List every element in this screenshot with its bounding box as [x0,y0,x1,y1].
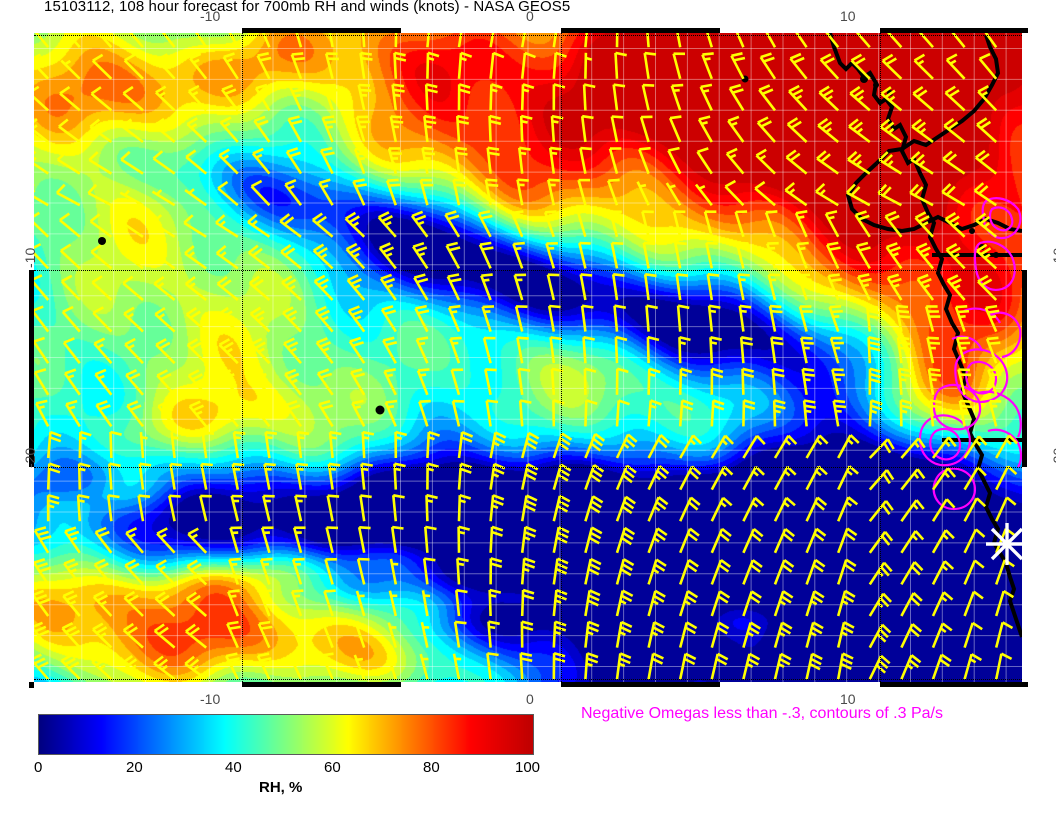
frame-seg-left-1 [29,270,34,467]
colorbar-gradient [39,715,533,754]
omega-annotation: Negative Omegas less than -.3, contours … [581,705,943,722]
frame-seg-top-1 [242,28,401,33]
station-marker [986,523,1022,565]
page-title: 15103112, 108 hour forecast for 700mb RH… [44,0,571,15]
frame-seg-bot-2 [561,682,720,687]
xtick-top-0: 0 [526,8,534,24]
xtick-top-m10: -10 [200,8,221,24]
grid-line-lon-m10 [242,33,243,682]
xtick-bot-m10: -10 [200,691,221,707]
ytick-right-m10: -10 [1050,247,1056,268]
ytick-left-m20: -20 [22,447,38,468]
map-figure [28,27,1028,688]
frame-seg-left-2 [29,682,34,688]
grid-line-lat-m20 [34,467,1022,468]
colorbar-tick-0: 0 [34,759,43,776]
grid-line-lon-10 [880,33,881,682]
frame-bar-top [28,27,1028,33]
colorbar-tick-60: 60 [324,759,341,776]
xtick-bot-0: 0 [526,691,534,707]
xtick-top-10: 10 [840,8,856,24]
frame-seg-top-3 [880,28,1028,33]
grid-line-lat-m25 [34,679,1022,680]
colorbar-title: RH, % [259,779,303,796]
grid-line-lon-0 [561,33,562,682]
colorbar-tick-40: 40 [225,759,242,776]
frame-seg-bot-1 [242,682,401,687]
omega-contour-layer [918,197,1022,511]
frame-seg-bot-3 [880,682,1028,687]
grid-line-lat-m10 [34,270,1022,271]
colorbar-tick-100: 100 [515,759,541,776]
frame-seg-right-1 [1022,270,1027,467]
frame-seg-top-2 [561,28,720,33]
colorbar-tick-20: 20 [126,759,143,776]
ytick-left-m10: -10 [22,247,38,268]
colorbar [38,714,534,755]
wind-barb-layer [34,33,1019,681]
xtick-bot-10: 10 [840,691,856,707]
map-plot-area [34,33,1022,682]
grid-line-lat-m5 [34,35,1022,36]
model-grid-lines [34,33,1022,682]
ytick-right-m20: -20 [1050,447,1056,468]
frame-bar-bottom [28,682,1028,688]
colorbar-tick-80: 80 [423,759,440,776]
